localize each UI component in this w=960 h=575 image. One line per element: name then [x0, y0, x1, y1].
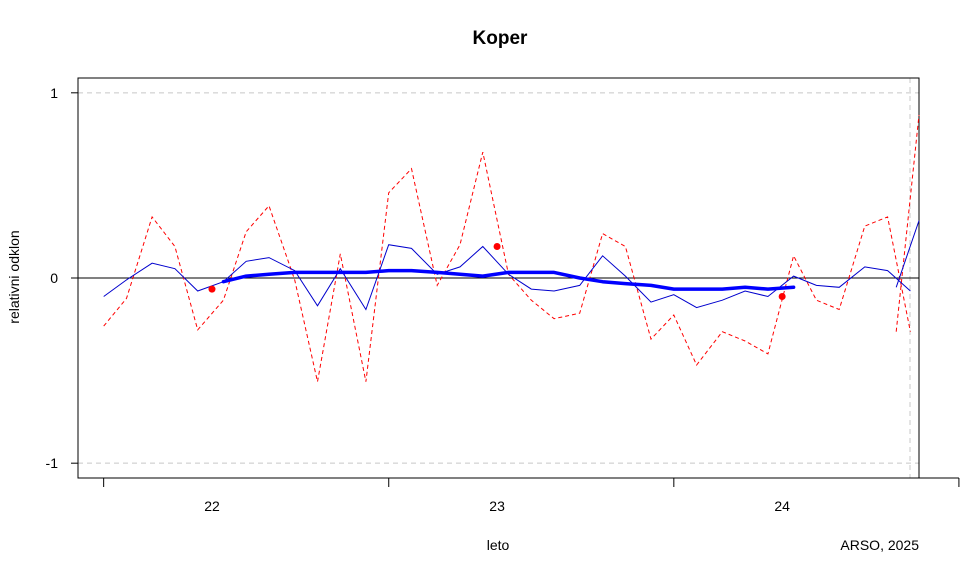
data-point-red: [208, 285, 216, 293]
series-line-red-dashed-tail: [895, 114, 920, 332]
chart-title: Koper: [472, 28, 528, 49]
x-tick-label: 23: [489, 498, 505, 514]
series-line-red-dashed: [103, 151, 911, 382]
data-point-red: [778, 293, 786, 301]
y-tick-label: 0: [50, 270, 58, 286]
series-line-blue-thin: [103, 244, 911, 311]
series-line-blue-thin-tail: [895, 220, 920, 288]
y-tick-label: -1: [46, 455, 59, 471]
y-tick-label: 1: [50, 85, 58, 101]
series-line-blue-trend: [221, 268, 796, 291]
x-axis-label: leto: [486, 537, 510, 553]
source-credit: ARSO, 2025: [840, 537, 919, 553]
x-tick-label: 24: [774, 498, 790, 514]
data-point-red: [493, 243, 501, 251]
x-tick-label: 22: [204, 498, 220, 514]
